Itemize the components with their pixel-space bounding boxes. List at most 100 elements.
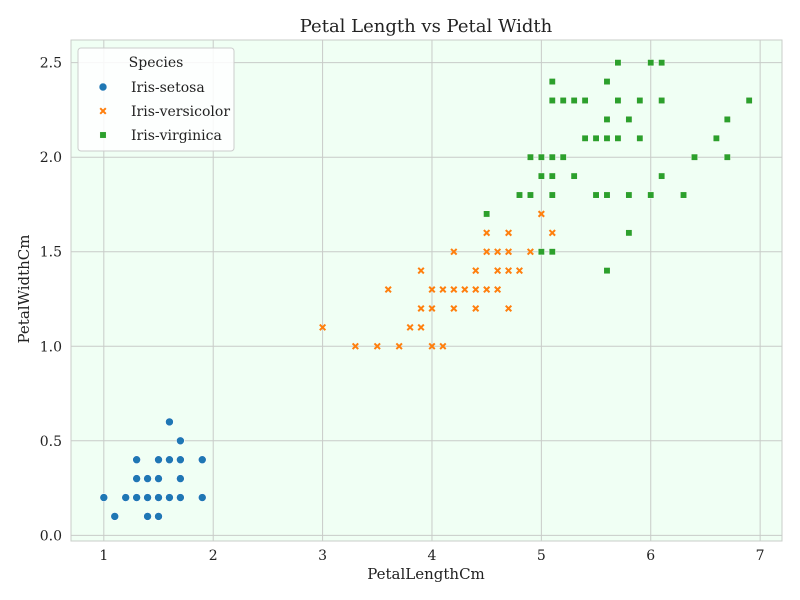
data-point [428, 304, 436, 312]
data-point [154, 493, 163, 502]
data-point [154, 455, 163, 465]
data-point [450, 248, 458, 256]
data-point [319, 323, 327, 331]
data-point [603, 78, 611, 86]
y-axis-label: PetalWidthCm [15, 234, 33, 343]
legend-marker [99, 131, 107, 139]
data-point [176, 493, 185, 502]
data-point [483, 210, 491, 218]
legend-entry-label: Iris-setosa [131, 80, 205, 96]
data-point [658, 97, 666, 104]
data-point [548, 153, 556, 161]
data-point [603, 191, 611, 199]
y-axis-ticks: 0.0 0.5 1.0 1.5 2.0 2.5 [40, 56, 62, 545]
data-point [537, 153, 545, 161]
data-point [154, 474, 163, 483]
data-point [625, 229, 633, 237]
data-point [505, 267, 513, 275]
data-point [526, 153, 534, 161]
data-point [526, 248, 534, 256]
x-tick-label: 6 [646, 548, 655, 564]
chart-title: Petal Length vs Petal Width [300, 16, 553, 37]
data-point [132, 493, 141, 502]
data-point [472, 267, 480, 275]
data-point [581, 97, 589, 104]
data-point [647, 59, 655, 67]
data-point [515, 267, 523, 275]
data-point [99, 493, 109, 502]
data-point [439, 286, 447, 294]
data-point [505, 229, 513, 237]
data-point [592, 134, 600, 142]
data-point [570, 97, 578, 104]
x-axis-ticks: 1 2 3 4 5 6 7 [99, 548, 764, 564]
data-point [165, 455, 174, 465]
data-point [494, 267, 502, 275]
data-point [373, 342, 381, 350]
legend-title: Species [129, 55, 184, 71]
x-axis-label: PetalLengthCm [367, 565, 485, 583]
data-point [745, 97, 753, 104]
data-point [548, 248, 556, 256]
data-point [121, 493, 130, 502]
data-point [483, 229, 491, 237]
data-point [723, 153, 731, 161]
y-tick-label: 2.0 [40, 150, 62, 166]
data-point [614, 97, 622, 104]
data-point [559, 97, 567, 104]
data-point [548, 78, 556, 86]
data-point [176, 455, 185, 465]
data-point [483, 286, 491, 294]
data-point [417, 304, 425, 312]
data-point [537, 172, 545, 180]
data-point [176, 436, 185, 446]
data-point [712, 134, 720, 142]
data-point [110, 512, 120, 521]
data-point [603, 115, 611, 123]
data-point [165, 493, 174, 502]
data-point [197, 493, 207, 502]
data-point [658, 59, 666, 67]
data-point [548, 229, 556, 237]
data-point [537, 248, 545, 256]
series-iris-setosa [99, 417, 207, 521]
legend-box [77, 47, 235, 152]
x-tick-label: 5 [537, 548, 546, 564]
data-point [647, 191, 655, 199]
data-point [548, 172, 556, 180]
data-point [603, 134, 611, 142]
data-point [548, 191, 556, 199]
data-point [625, 115, 633, 123]
data-point [395, 342, 403, 350]
data-point [636, 134, 644, 142]
data-point [450, 286, 458, 294]
data-point [614, 59, 622, 67]
y-tick-label: 1.0 [40, 339, 62, 355]
data-point [723, 115, 731, 123]
data-point [428, 286, 436, 294]
data-point [406, 323, 414, 331]
data-point [384, 286, 392, 294]
data-point [176, 474, 185, 483]
data-point [439, 342, 447, 350]
data-point [570, 172, 578, 180]
x-tick-label: 3 [318, 548, 327, 564]
data-point [132, 455, 141, 465]
x-tick-label: 7 [756, 548, 765, 564]
x-tick-label: 1 [99, 548, 108, 564]
data-point [472, 286, 480, 294]
data-point [450, 304, 458, 312]
data-point [132, 474, 141, 483]
data-point [680, 191, 688, 199]
data-point [494, 286, 502, 294]
y-tick-label: 2.5 [40, 56, 62, 72]
data-point [614, 134, 622, 142]
legend: Species Iris-setosa Iris-versicolor Iris-vi… [77, 47, 235, 152]
data-point [592, 191, 600, 199]
legend-entry-label: Iris-versicolor [131, 104, 230, 120]
data-point [461, 286, 469, 294]
data-point [505, 248, 513, 256]
legend-marker [99, 107, 107, 115]
x-tick-label: 4 [428, 548, 437, 564]
data-point [636, 97, 644, 104]
